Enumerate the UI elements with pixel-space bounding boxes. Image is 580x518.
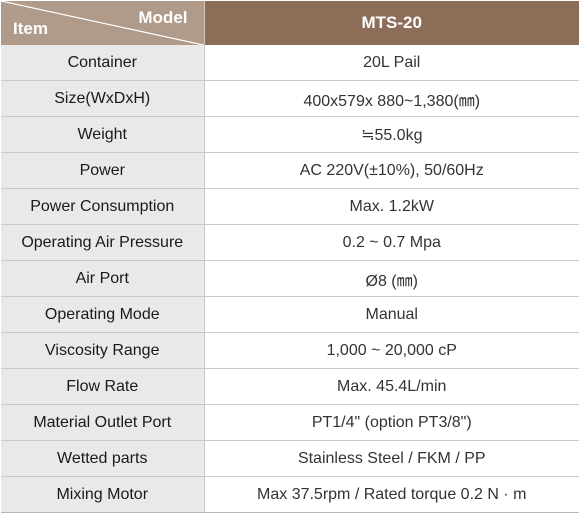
item-model-corner-cell: Item Model (1, 1, 205, 45)
spec-item-label: Weight (1, 116, 205, 153)
spec-value: 0.2 ~ 0.7 Mpa (204, 224, 579, 261)
table-row: Power Consumption Max. 1.2kW (1, 188, 579, 225)
table-row: Viscosity Range 1,000 ~ 20,000 cP (1, 332, 579, 369)
spec-item-label: Flow Rate (1, 368, 205, 405)
diagonal-divider (1, 1, 203, 45)
spec-value: 20L Pail (204, 45, 579, 81)
spec-value: 400x579x 880~1,380(㎜) (204, 80, 579, 117)
item-header-label: Item (13, 19, 48, 38)
spec-item-label: Size(WxDxH) (1, 80, 205, 117)
spec-value: AC 220V(±10%), 50/60Hz (204, 152, 579, 189)
spec-value: Stainless Steel / FKM / PP (204, 440, 579, 477)
spec-value: Max 37.5rpm / Rated torque 0.2 N · m (204, 476, 579, 513)
table-row: Size(WxDxH) 400x579x 880~1,380(㎜) (1, 80, 579, 117)
header-row: Item Model MTS-20 (1, 1, 579, 45)
spec-item-label: Operating Mode (1, 296, 205, 333)
spec-value: Ø8 (㎜) (204, 260, 579, 297)
spec-item-label: Viscosity Range (1, 332, 205, 369)
table-row: Container 20L Pail (1, 45, 579, 81)
table-row: Operating Mode Manual (1, 296, 579, 333)
table-row: Mixing Motor Max 37.5rpm / Rated torque … (1, 476, 579, 513)
spec-item-label: Container (1, 45, 205, 81)
spec-item-label: Mixing Motor (1, 476, 205, 513)
spec-value: Max. 1.2kW (204, 188, 579, 225)
table-row: Air Port Ø8 (㎜) (1, 260, 579, 297)
spec-item-label: Wetted parts (1, 440, 205, 477)
spec-item-label: Power Consumption (1, 188, 205, 225)
table-row: Operating Air Pressure 0.2 ~ 0.7 Mpa (1, 224, 579, 261)
spec-item-label: Air Port (1, 260, 205, 297)
table-row: Flow Rate Max. 45.4L/min (1, 368, 579, 405)
spec-value: Manual (204, 296, 579, 333)
table-row: Weight ≒55.0kg (1, 116, 579, 153)
spec-value: Max. 45.4L/min (204, 368, 579, 405)
table-row: Wetted parts Stainless Steel / FKM / PP (1, 440, 579, 477)
spec-item-label: Power (1, 152, 205, 189)
table-row: Power AC 220V(±10%), 50/60Hz (1, 152, 579, 189)
spec-value: PT1/4" (option PT3/8") (204, 404, 579, 441)
spec-item-label: Material Outlet Port (1, 404, 205, 441)
model-header-label: Model (138, 8, 188, 27)
table-row: Material Outlet Port PT1/4" (option PT3/… (1, 404, 579, 441)
spec-item-label: Operating Air Pressure (1, 224, 205, 261)
spec-value: ≒55.0kg (204, 116, 579, 153)
model-name-header: MTS-20 (204, 1, 579, 45)
spec-value: 1,000 ~ 20,000 cP (204, 332, 579, 369)
